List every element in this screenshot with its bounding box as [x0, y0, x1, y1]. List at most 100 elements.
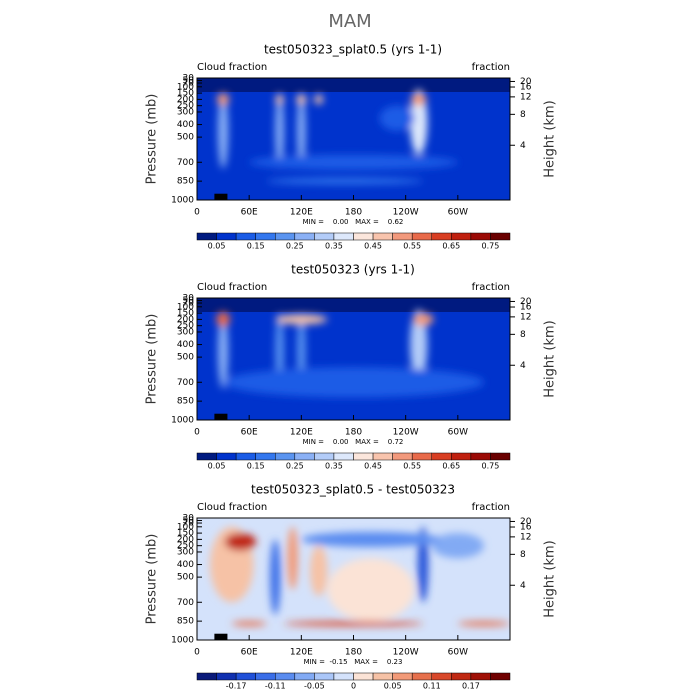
contour-field	[197, 298, 510, 420]
panel-title: test050323_splat0.5 - test050323	[251, 483, 455, 497]
colorbar-box	[372, 672, 393, 681]
field-feature	[275, 93, 284, 169]
upper-layer	[197, 78, 510, 92]
colorbar-box	[294, 232, 315, 241]
y2-tick-label: 16	[520, 83, 532, 93]
colorbar-label: -0.17	[226, 682, 247, 691]
colorbar-box	[235, 232, 256, 241]
y-tick-label: 100	[177, 522, 194, 532]
x-tick-label: 180	[345, 428, 362, 438]
colorbar-box	[392, 672, 413, 681]
colorbar-box	[470, 672, 491, 681]
colorbar-box	[255, 672, 276, 681]
colorbar-label: 0.15	[247, 242, 265, 251]
colorbar-box	[411, 452, 432, 461]
y-tick-label: 150	[177, 309, 194, 319]
y-tick-label: 250	[177, 321, 194, 331]
colorbar-box	[470, 232, 491, 241]
colorbar-box	[411, 672, 432, 681]
y-tick-label: 300	[177, 547, 194, 557]
field-feature	[410, 89, 428, 155]
x-tick-label: 60E	[241, 428, 258, 438]
y-tick-label: 70	[183, 79, 195, 89]
colorbar-box	[196, 452, 217, 461]
contour-field	[197, 78, 510, 200]
colorbar-label: 0.25	[286, 242, 304, 251]
field-feature	[296, 94, 307, 105]
panel-title: test050323 (yrs 1-1)	[291, 263, 415, 277]
y-tick-label: 200	[177, 95, 194, 105]
y2-axis-label: Height (km)	[543, 320, 558, 397]
stats: MIN = 0.00 MAX = 0.62	[303, 218, 404, 226]
field-feature	[224, 533, 257, 551]
x-tick-label: 60E	[241, 648, 258, 658]
field-feature	[457, 621, 510, 627]
y-tick-label: 850	[177, 617, 194, 627]
y-tick-label: 1000	[171, 416, 194, 426]
y-tick-label: 400	[177, 560, 194, 570]
y-tick-label: 150	[177, 89, 194, 99]
field-feature	[301, 531, 441, 547]
y-tick-label: 100	[177, 302, 194, 312]
y-tick-label: 400	[177, 120, 194, 130]
field-feature	[431, 533, 484, 559]
colorbar-box	[451, 232, 472, 241]
y-tick-label: 50	[183, 296, 195, 306]
y2-tick-label: 12	[520, 92, 531, 102]
y-tick-label: 500	[177, 353, 194, 363]
right-label: fraction	[472, 62, 510, 73]
colorbar-box	[451, 452, 472, 461]
colorbar-label: 0.45	[364, 242, 382, 251]
x-tick-label: 60W	[448, 428, 468, 438]
x-tick-label: 0	[194, 428, 200, 438]
x-tick-label: 60W	[448, 208, 468, 218]
colorbar-label: 0.35	[325, 462, 343, 471]
field-feature	[287, 526, 298, 590]
colorbar-box	[431, 452, 452, 461]
upper-layer	[197, 298, 510, 312]
colorbar-label: -0.11	[265, 682, 286, 691]
y2-tick-label: 12	[520, 532, 531, 542]
y2-tick-label: 8	[520, 110, 526, 120]
x-tick-label: 0	[194, 208, 200, 218]
y2-tick-label: 8	[520, 550, 526, 560]
field-feature	[379, 105, 415, 131]
field-feature	[417, 526, 429, 603]
y2-tick-label: 4	[520, 361, 526, 371]
topography	[214, 633, 228, 640]
colorbar-label: 0.05	[208, 462, 226, 471]
y-tick-label: 200	[177, 315, 194, 325]
colorbar-box	[431, 232, 452, 241]
colorbar-box	[235, 452, 256, 461]
y-tick-label: 850	[177, 397, 194, 407]
colorbar-label: -0.05	[304, 682, 325, 691]
colorbar-box	[451, 672, 472, 681]
colorbar-label: 0	[351, 682, 356, 691]
colorbar-label: 0.05	[208, 242, 226, 251]
field-feature	[275, 314, 328, 325]
colorbar-box	[353, 672, 374, 681]
topography	[214, 193, 228, 200]
y-axis-label: Pressure (mb)	[145, 534, 160, 625]
panel-title: test050323_splat0.5 (yrs 1-1)	[264, 43, 442, 57]
colorbar-label: 0.25	[286, 462, 304, 471]
colorbar-box	[255, 452, 276, 461]
y2-tick-label: 12	[520, 312, 531, 322]
y-tick-label: 300	[177, 327, 194, 337]
colorbar-box	[314, 232, 335, 241]
colorbar-label: 0.75	[482, 242, 500, 251]
right-label: fraction	[472, 502, 510, 513]
y-tick-label: 1000	[171, 636, 194, 646]
field-feature	[275, 94, 284, 105]
colorbar-box	[490, 672, 511, 681]
y-tick-label: 850	[177, 177, 194, 187]
field-feature	[223, 367, 484, 398]
y2-tick-label: 20	[520, 297, 532, 307]
colorbar-box	[314, 672, 335, 681]
y-tick-label: 1000	[171, 196, 194, 206]
colorbar-label: 0.75	[482, 462, 500, 471]
field-feature	[314, 94, 324, 105]
y-tick-label: 250	[177, 541, 194, 551]
stats: MIN = 0.00 MAX = 0.72	[303, 438, 404, 446]
field-feature	[216, 311, 231, 327]
